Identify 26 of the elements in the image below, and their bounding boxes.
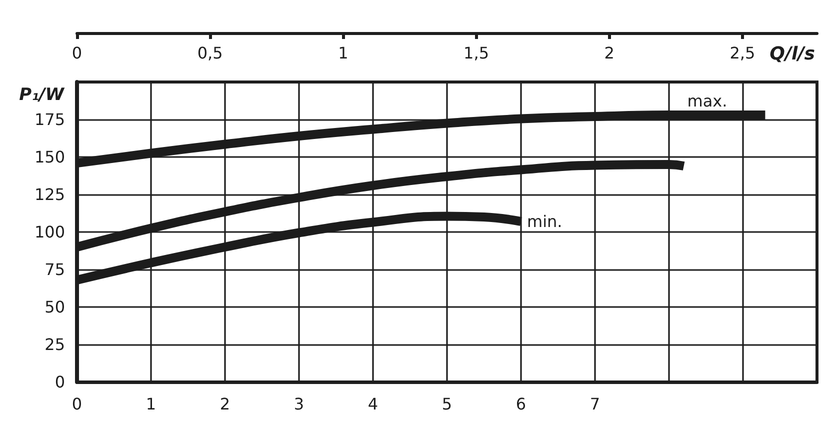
x2-axis-title: Q/l/s [770, 44, 816, 64]
x2-tick-label: 2,5 [730, 44, 756, 62]
x2-tick-label: 1 [338, 44, 348, 62]
x-tick-label: 3 [294, 394, 304, 414]
series-label: min. [527, 212, 562, 231]
y-tick-label: 25 [44, 335, 65, 354]
x2-tick-label: 1,5 [464, 44, 490, 62]
x-tick-label: 4 [368, 394, 378, 414]
x-tick-label: 7 [590, 394, 600, 414]
x2-tick-label: 2 [604, 44, 614, 62]
x-tick-label: 0 [72, 394, 82, 414]
x-tick-label: 6 [516, 394, 526, 414]
y-tick-label: 150 [34, 148, 65, 166]
x-tick-label: 5 [442, 394, 452, 414]
y-axis-title: P₁/W [19, 85, 66, 105]
y-tick-label: 75 [44, 260, 65, 279]
y-tick-label: 100 [34, 222, 65, 242]
x-tick-label: 1 [146, 394, 156, 414]
series-label: max. [687, 92, 728, 110]
y-tick-label: 50 [44, 298, 65, 316]
y-tick-label: 125 [34, 185, 65, 204]
y-tick-label: 0 [54, 372, 65, 392]
x-tick-label: 2 [220, 394, 230, 414]
x2-tick-label: 0 [72, 44, 82, 62]
x2-tick-label: 0,5 [197, 44, 223, 62]
y-tick-label: 175 [34, 110, 65, 129]
